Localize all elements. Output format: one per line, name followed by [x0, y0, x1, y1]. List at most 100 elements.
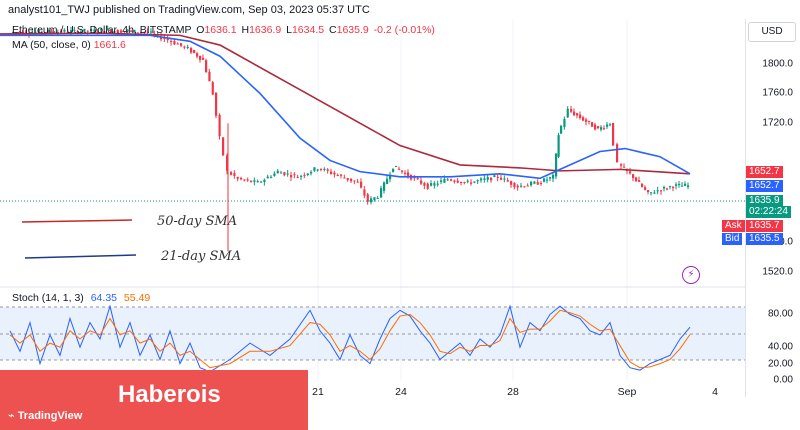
candle-body	[222, 137, 225, 156]
candle-body	[113, 31, 116, 33]
stoch-label: Stoch (14, 1, 3)	[12, 292, 84, 304]
sma50-annotation-line	[21, 219, 133, 223]
candle-body	[493, 175, 496, 178]
candle-body	[211, 82, 214, 95]
candle-body	[635, 177, 638, 181]
candle-body	[446, 179, 449, 181]
candle-body	[540, 182, 543, 184]
time-axis-tick: 28	[507, 386, 519, 398]
candle-body	[523, 186, 526, 188]
candle-body	[456, 180, 459, 183]
candle-body	[647, 190, 650, 192]
candle-body	[106, 28, 109, 31]
candle-body	[549, 177, 552, 179]
ask-tag: 1635.7	[746, 220, 783, 232]
candle-body	[638, 180, 641, 182]
candle-body	[660, 190, 663, 192]
candle-body	[15, 32, 18, 34]
currency-button[interactable]: USD	[748, 22, 796, 42]
candle-body	[426, 183, 429, 189]
candle-body	[650, 192, 653, 194]
candle-body	[641, 183, 644, 187]
high-value: 1636.9	[249, 24, 282, 36]
candle-body	[143, 31, 146, 33]
stoch-axis-tick: 20.00	[767, 358, 793, 370]
candle-body	[250, 180, 253, 183]
sma21-annotation: 21-day SMA	[161, 249, 242, 264]
candle-body	[389, 174, 392, 180]
candle-body	[560, 125, 563, 134]
ma-red-tag: 1652.7	[746, 166, 783, 178]
candle-body	[226, 155, 229, 171]
candle-body	[286, 173, 289, 175]
candle-body	[496, 176, 499, 178]
candle-body	[440, 180, 443, 182]
candle-body	[126, 30, 129, 32]
candle-body	[123, 30, 126, 32]
open-value: 1636.1	[204, 24, 237, 36]
lightning-icon[interactable]: ⚡	[682, 266, 700, 284]
candle-body	[173, 40, 176, 45]
candle-body	[170, 40, 173, 42]
price-axis-tick: 1800.0	[762, 58, 793, 70]
candle-body	[546, 179, 549, 181]
close-value: 1635.9	[336, 24, 369, 36]
change-value: -0.2 (-0.01%)	[373, 24, 435, 36]
candle-body	[513, 182, 516, 188]
candle-body	[370, 198, 373, 203]
sma50-annotation: 50-day SMA	[157, 214, 238, 229]
candle-body	[573, 111, 576, 116]
candle-body	[150, 31, 153, 33]
candle-body	[463, 181, 466, 183]
candle-body	[603, 128, 606, 130]
candle-body	[436, 183, 439, 185]
candle-body	[687, 185, 690, 187]
tradingview-logo-text: TradingView	[17, 410, 83, 422]
candle-body	[503, 178, 506, 180]
candle-body	[383, 182, 386, 191]
candle-body	[296, 177, 299, 179]
candle-body	[116, 29, 119, 33]
candle-body	[373, 197, 376, 201]
candle-body	[313, 167, 316, 171]
candle-body	[60, 30, 63, 33]
candle-body	[632, 174, 635, 179]
ma-legend: MA (50, close, 0) 1661.6	[12, 39, 126, 51]
candle-body	[526, 185, 529, 187]
candle-body	[555, 153, 558, 177]
candle-body	[566, 108, 569, 118]
candle-body	[283, 172, 286, 176]
tradingview-logo: ⌁ TradingView	[8, 409, 82, 422]
candle-body	[136, 32, 139, 34]
candle-body	[612, 122, 615, 146]
candle-body	[579, 114, 582, 118]
candle-body	[413, 177, 416, 179]
candle-body	[140, 31, 143, 33]
candle-body	[190, 47, 193, 53]
candle-body	[166, 38, 169, 41]
candle-body	[392, 168, 395, 172]
candle-body	[656, 190, 659, 192]
candle-body	[70, 30, 73, 32]
candle-body	[31, 32, 34, 34]
candle-body	[591, 122, 594, 127]
candle-body	[433, 183, 436, 186]
candle-body	[276, 170, 279, 174]
candle-body	[609, 124, 612, 126]
stoch-axis-tick: 0.00	[773, 374, 793, 386]
candle-body	[76, 31, 79, 34]
candle-body	[585, 119, 588, 122]
candle-body	[90, 28, 93, 31]
candle-body	[681, 185, 684, 187]
high-label: H	[241, 24, 250, 36]
price-axis-tick: 1720.0	[762, 117, 793, 129]
candle-body	[260, 181, 263, 183]
candle-body	[356, 181, 359, 183]
candle-body	[340, 174, 343, 176]
symbol-legend: Ethereum / U.S. Dollar, 4h, BITSTAMP O16…	[12, 24, 435, 36]
ma-blue-tag: 1652.7	[746, 180, 783, 192]
candle-body	[56, 32, 59, 34]
candle-body	[533, 181, 536, 184]
price-chart[interactable]	[0, 0, 745, 397]
candle-body	[570, 108, 573, 112]
